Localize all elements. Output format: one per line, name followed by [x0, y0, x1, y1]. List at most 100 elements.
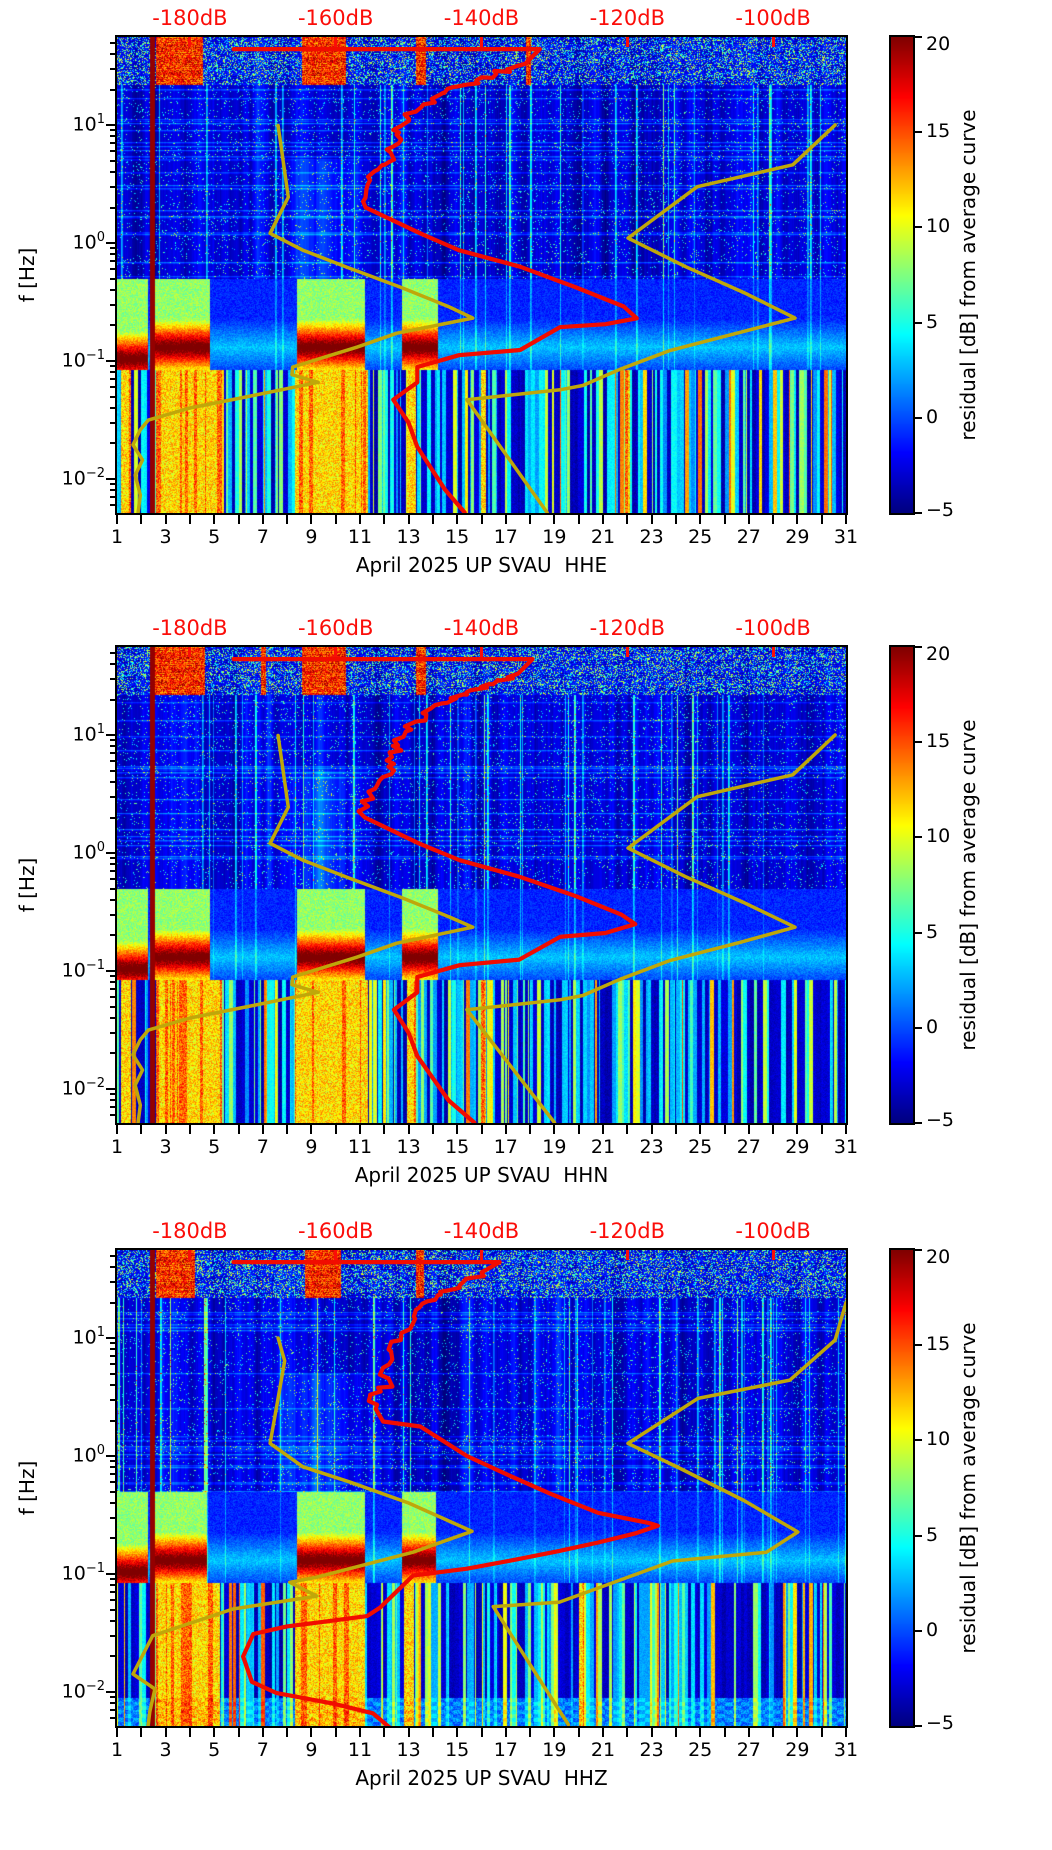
- overlay-curves: [131, 657, 837, 1123]
- overlay-curves: [131, 1260, 846, 1726]
- olive-low-reference-curve: [131, 1336, 474, 1726]
- y-axis-tick-label: 101: [72, 112, 105, 136]
- y-axis-tick: [110, 1383, 115, 1386]
- x-axis-tick-label: 21: [590, 1136, 616, 1158]
- x-axis-tick: [261, 515, 264, 524]
- overlay-curves: [131, 47, 837, 513]
- x-axis-tick: [237, 1125, 240, 1134]
- colorbar-tick: [915, 1344, 922, 1347]
- colorbar-border: [889, 645, 915, 1125]
- y-axis-tick: [110, 1501, 115, 1504]
- y-axis-tick: [106, 1337, 115, 1340]
- x-axis-tick-label: 23: [639, 1136, 664, 1158]
- y-axis-tick: [110, 870, 115, 873]
- colorbar-tick-label: 20: [926, 643, 951, 665]
- colorbar-tick-label: 10: [926, 1428, 951, 1451]
- y-axis-tick: [110, 1591, 115, 1594]
- x-axis-tick-label: 13: [396, 1739, 421, 1761]
- y-axis-tick: [110, 981, 115, 984]
- y-axis-tick: [110, 268, 115, 271]
- y-axis-tick: [110, 780, 115, 783]
- y-axis-tick: [110, 1696, 115, 1699]
- x-axis-tick: [456, 1728, 459, 1737]
- y-axis-tick: [106, 360, 115, 363]
- x-axis-tick-label: 15: [445, 1739, 470, 1761]
- y-axis-tick: [106, 1088, 115, 1091]
- colorbar-tick: [915, 1122, 922, 1124]
- y-axis-tick-label: 10−1: [61, 1561, 105, 1585]
- y-axis-tick: [110, 386, 115, 389]
- x-axis-tick: [747, 1125, 750, 1134]
- y-axis-tick: [110, 857, 115, 860]
- x-axis-tick: [261, 1125, 264, 1134]
- x-axis-tick: [723, 1125, 726, 1134]
- colorbar-tick-label: 0: [926, 405, 939, 428]
- colorbar-tick: [915, 1026, 922, 1029]
- x-axis-tick: [796, 1728, 799, 1737]
- x-axis-tick-label: 27: [736, 1739, 761, 1761]
- colorbar-tick: [915, 931, 922, 934]
- y-axis-tick: [110, 489, 115, 492]
- x-axis-tick-label: 29: [785, 526, 810, 548]
- x-axis-tick: [772, 515, 775, 524]
- x-axis-tick: [383, 1728, 386, 1737]
- y-axis-tick: [110, 1473, 115, 1476]
- y-axis-tick: [110, 253, 115, 256]
- x-axis-tick-label: 1: [110, 1739, 124, 1761]
- x-axis-tick: [845, 515, 847, 524]
- y-axis-tick: [106, 1573, 115, 1576]
- y-axis-tick: [110, 1702, 115, 1705]
- x-axis-tick: [480, 1728, 483, 1737]
- y-axis-tick: [110, 395, 115, 398]
- panel-title: April 2025 UP SVAU HHZ: [355, 1766, 608, 1790]
- y-axis-tick: [110, 1419, 115, 1422]
- x-axis-tick-label: 17: [493, 526, 518, 548]
- y-axis-tick: [110, 1280, 115, 1283]
- x-axis-tick-label: 23: [639, 1739, 664, 1761]
- x-axis-tick-label: 25: [688, 1136, 713, 1158]
- y-axis-tick: [106, 1691, 115, 1694]
- spectrogram-panel-hhe: -180dB -160dB -140dB -120dB -100dB f [Hz] Ap…: [0, 6, 1052, 637]
- y-axis-tick: [110, 698, 115, 701]
- x-axis-tick: [577, 1125, 580, 1134]
- x-axis-tick-label: 13: [396, 1136, 421, 1158]
- colorbar-label: residual [dB] from average curve: [956, 109, 980, 441]
- x-axis-tick: [553, 1125, 556, 1134]
- x-axis-tick: [796, 1125, 799, 1134]
- x-axis-tick-label: 7: [256, 1739, 269, 1761]
- colorbar-tick: [915, 1629, 922, 1632]
- x-axis-tick: [286, 515, 289, 524]
- colorbar-tick: [915, 512, 922, 514]
- y-axis-tick: [110, 1398, 115, 1401]
- colorbar-tick: [915, 1725, 922, 1727]
- x-axis-tick-label: 1: [110, 1136, 124, 1158]
- colorbar-tick-label: 10: [926, 825, 951, 848]
- x-axis-tick: [626, 1728, 629, 1737]
- y-axis-tick: [110, 1363, 115, 1366]
- y-axis-tick: [110, 878, 115, 881]
- y-axis-tick-label: 100: [72, 1443, 105, 1467]
- x-axis-tick: [747, 515, 750, 524]
- x-axis-tick-label: 19: [542, 1739, 567, 1761]
- x-axis-tick-label: 7: [256, 526, 269, 548]
- y-axis-tick: [110, 185, 115, 188]
- x-axis-tick: [286, 1728, 289, 1737]
- x-axis-tick: [213, 515, 216, 524]
- x-axis-tick-label: 27: [736, 526, 761, 548]
- y-axis-tick: [110, 887, 115, 890]
- y-axis-tick-label: 10−1: [61, 958, 105, 982]
- y-axis-label: f [Hz]: [15, 857, 39, 913]
- x-axis-tick: [723, 1728, 726, 1737]
- y-axis-tick: [110, 247, 115, 250]
- x-axis-tick-label: 5: [208, 1739, 221, 1761]
- colorbar-tick-label: −5: [926, 1712, 955, 1734]
- colorbar-tick-label: 20: [926, 33, 951, 55]
- y-axis-tick: [110, 206, 115, 209]
- x-axis-tick: [164, 1125, 167, 1134]
- x-axis-tick-label: 17: [493, 1739, 518, 1761]
- y-axis-tick: [106, 242, 115, 245]
- x-axis-tick: [140, 515, 143, 524]
- y-axis-tick: [110, 1301, 115, 1304]
- y-axis-tick: [110, 1655, 115, 1658]
- colorbar-tick-label: 10: [926, 215, 951, 238]
